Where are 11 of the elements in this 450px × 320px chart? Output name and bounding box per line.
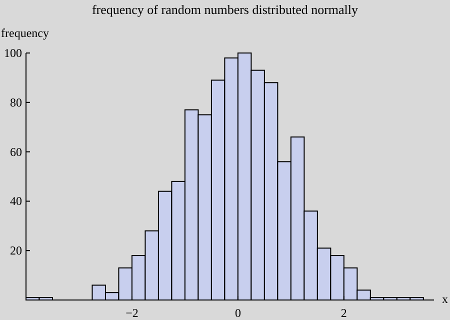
- x-axis-title: x: [442, 292, 448, 306]
- x-tick-label: 2: [340, 306, 347, 320]
- y-axis-title: frequency: [1, 26, 49, 40]
- x-tick-label: −2: [126, 306, 138, 320]
- y-tick-label: 100: [4, 46, 22, 60]
- y-tick-label: 60: [10, 144, 22, 159]
- y-tick-label: 80: [10, 95, 22, 110]
- y-tick-label: 40: [10, 194, 22, 208]
- chart-title: frequency of random numbers distributed normally: [92, 2, 359, 17]
- x-tick-label: 0: [234, 306, 241, 320]
- y-tick-label: 20: [10, 244, 22, 258]
